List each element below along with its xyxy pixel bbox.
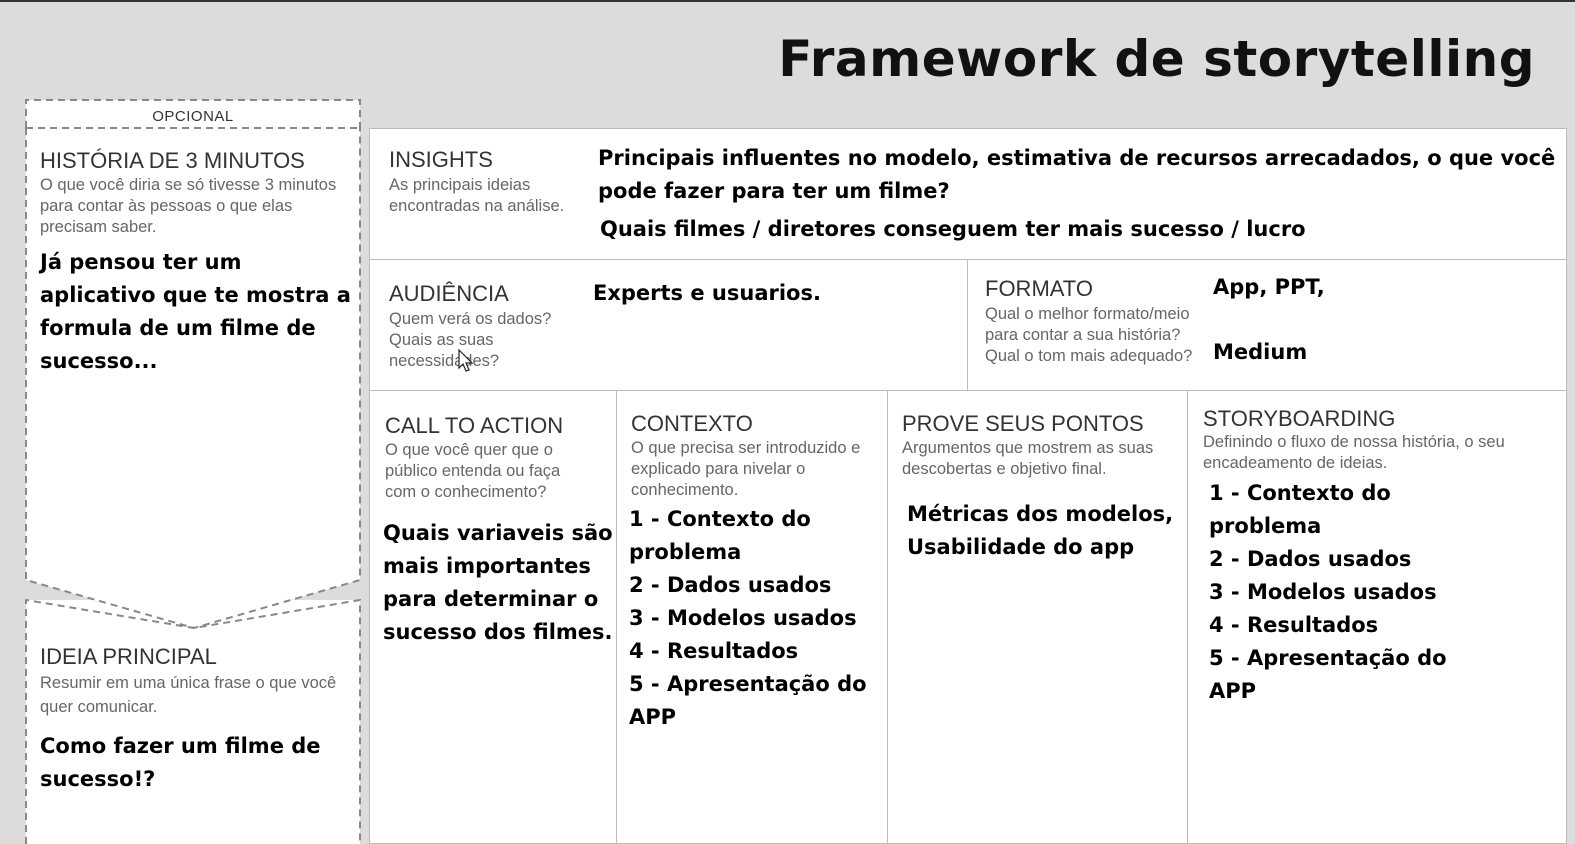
mouse-pointer-icon bbox=[458, 349, 474, 372]
historia-content: Já pensou ter um aplicativo que te mostr… bbox=[40, 246, 351, 378]
divider bbox=[369, 390, 1567, 391]
formato-line: Medium bbox=[1213, 340, 1308, 364]
prove-line: Métricas dos modelos, bbox=[907, 502, 1174, 526]
contexto-line: 4 - Resultados bbox=[629, 639, 799, 663]
call-to-action-line: mais importantes bbox=[383, 554, 591, 578]
storyboarding-line: APP bbox=[1209, 679, 1257, 703]
canvas-panel bbox=[369, 128, 1567, 844]
call-to-action-section: CALL TO ACTION O que você quer que o púb… bbox=[383, 413, 613, 649]
historia-section: HISTÓRIA DE 3 MINUTOS O que você diria s… bbox=[40, 148, 351, 378]
historia-title: HISTÓRIA DE 3 MINUTOS bbox=[40, 148, 305, 173]
call-to-action-content: Quais variaveis são mais importantes par… bbox=[383, 517, 613, 649]
ideia-title: IDEIA PRINCIPAL bbox=[40, 644, 217, 669]
storyboarding-line: 5 - Apresentação do bbox=[1209, 646, 1447, 670]
prove-description: Argumentos que mostrem as suas descobert… bbox=[902, 439, 1154, 478]
ideia-description: Resumir em uma única frase o que você qu… bbox=[40, 674, 337, 716]
contexto-line: 5 - Apresentação do bbox=[629, 672, 867, 696]
historia-line: formula de um filme de bbox=[40, 316, 316, 340]
insights-content: Principais influentes no modelo, estimat… bbox=[598, 142, 1555, 246]
insights-line: Quais filmes / diretores conseguem ter m… bbox=[600, 217, 1306, 241]
optional-label: OPCIONAL bbox=[152, 108, 234, 125]
ideia-line: Como fazer um filme de bbox=[40, 734, 321, 758]
storyboarding-section: STORYBOARDING Definindo o fluxo de nossa… bbox=[1203, 406, 1558, 708]
contexto-section: CONTEXTO O que precisa ser introduzido e… bbox=[629, 411, 881, 734]
prove-line: Usabilidade do app bbox=[907, 535, 1135, 559]
top-border bbox=[0, 0, 1575, 2]
insights-description: As principais ideias encontradas na anál… bbox=[389, 176, 565, 215]
insights-title: INSIGHTS bbox=[389, 147, 493, 172]
call-to-action-line: Quais variaveis são bbox=[383, 521, 613, 545]
historia-line: sucesso... bbox=[40, 349, 158, 373]
storyboarding-line: 4 - Resultados bbox=[1209, 613, 1379, 637]
historia-line: Já pensou ter um bbox=[40, 250, 242, 274]
ideia-line: sucesso!? bbox=[40, 767, 156, 791]
storyboarding-title: STORYBOARDING bbox=[1203, 406, 1396, 431]
divider bbox=[967, 259, 968, 390]
prove-section: PROVE SEUS PONTOS Argumentos que mostrem… bbox=[902, 411, 1182, 564]
storyboarding-line: 1 - Contexto do bbox=[1209, 481, 1391, 505]
historia-description: O que você diria se só tivesse 3 minutos… bbox=[40, 176, 337, 236]
prove-title: PROVE SEUS PONTOS bbox=[902, 411, 1144, 436]
ideia-section: IDEIA PRINCIPAL Resumir em uma única fra… bbox=[40, 644, 355, 796]
call-to-action-line: sucesso dos filmes. bbox=[383, 620, 613, 644]
call-to-action-description: O que você quer que o público entenda ou… bbox=[385, 441, 561, 501]
formato-description: Qual o melhor formato/meio para contar a… bbox=[985, 305, 1193, 365]
insights-section: INSIGHTS As principais ideias encontrada… bbox=[389, 147, 589, 217]
contexto-description: O que precisa ser introduzido e explicad… bbox=[631, 439, 861, 499]
contexto-title: CONTEXTO bbox=[631, 411, 753, 436]
audiencia-title: AUDIÊNCIA bbox=[389, 281, 509, 306]
page-title: Framework de storytelling bbox=[778, 30, 1535, 88]
contexto-line: problema bbox=[629, 540, 742, 564]
insights-line: Principais influentes no modelo, estimat… bbox=[598, 146, 1556, 170]
divider bbox=[887, 390, 888, 844]
insights-line: pode fazer para ter um filme? bbox=[598, 179, 950, 203]
call-to-action-title: CALL TO ACTION bbox=[385, 413, 564, 438]
left-column-outline bbox=[25, 99, 361, 844]
formato-content: App, PPT, Medium bbox=[1213, 271, 1325, 369]
storyboarding-content: 1 - Contexto do problema 2 - Dados usado… bbox=[1209, 477, 1558, 708]
contexto-line: 3 - Modelos usados bbox=[629, 606, 857, 630]
audiencia-section: AUDIÊNCIA Quem verá os dados? Quais as s… bbox=[389, 281, 579, 372]
audiencia-line: Experts e usuarios. bbox=[593, 281, 821, 305]
divider bbox=[1187, 390, 1188, 844]
formato-line: App, PPT, bbox=[1213, 275, 1325, 299]
divider bbox=[369, 259, 1567, 260]
storyboarding-line: 2 - Dados usados bbox=[1209, 547, 1412, 571]
formato-title: FORMATO bbox=[985, 276, 1093, 301]
divider bbox=[616, 390, 617, 844]
storyboarding-line: 3 - Modelos usados bbox=[1209, 580, 1437, 604]
contexto-line: 1 - Contexto do bbox=[629, 507, 811, 531]
contexto-line: 2 - Dados usados bbox=[629, 573, 832, 597]
formato-section: FORMATO Qual o melhor formato/meio para … bbox=[985, 276, 1200, 367]
historia-line: aplicativo que te mostra a bbox=[40, 283, 351, 307]
prove-content: Métricas dos modelos, Usabilidade do app bbox=[907, 498, 1182, 564]
ideia-content: Como fazer um filme de sucesso!? bbox=[40, 730, 355, 796]
storyboarding-description: Definindo o fluxo de nossa história, o s… bbox=[1203, 433, 1505, 472]
contexto-line: APP bbox=[629, 705, 677, 729]
call-to-action-line: para determinar o bbox=[383, 587, 599, 611]
audiencia-description: Quem verá os dados? Quais as suas necess… bbox=[389, 310, 552, 370]
contexto-content: 1 - Contexto do problema 2 - Dados usado… bbox=[629, 503, 881, 734]
audiencia-content: Experts e usuarios. bbox=[593, 277, 821, 310]
storyboarding-line: problema bbox=[1209, 514, 1322, 538]
